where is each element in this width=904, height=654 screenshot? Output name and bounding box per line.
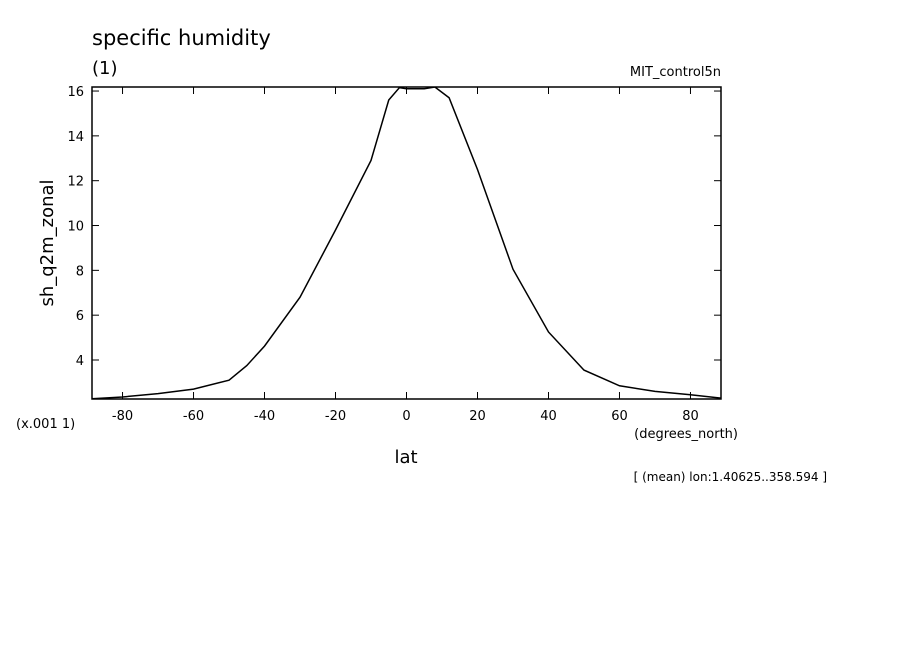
x-tick-label: 0 <box>402 409 410 424</box>
y-tick-label: 6 <box>76 309 84 324</box>
y-tick-label: 14 <box>67 130 84 145</box>
data-line <box>92 87 721 399</box>
x-tick-label: 20 <box>469 409 486 424</box>
x-units: (degrees_north) <box>634 427 738 442</box>
y-tick-label: 8 <box>76 264 84 279</box>
x-tick-label: -60 <box>183 409 204 424</box>
y-tick-label: 16 <box>67 85 84 100</box>
x-axis-label: lat <box>394 447 417 468</box>
y-tick-label: 4 <box>76 354 84 369</box>
x-tick-label: -40 <box>254 409 275 424</box>
y-tick-label: 12 <box>67 175 84 190</box>
subtitle: (1) <box>92 58 118 79</box>
x-tick-label: 80 <box>682 409 699 424</box>
x-tick-label: -80 <box>112 409 133 424</box>
y-units: (x.001 1) <box>16 417 75 432</box>
y-axis-label: sh_q2m_zonal <box>37 179 58 306</box>
annotation: [ (mean) lon:1.40625..358.594 ] <box>634 470 827 484</box>
x-tick-label: -20 <box>325 409 346 424</box>
x-tick-label: 60 <box>611 409 628 424</box>
x-tick-label: 40 <box>540 409 557 424</box>
dataset-label: MIT_control5n <box>630 65 721 80</box>
chart-title: specific humidity <box>92 26 271 50</box>
y-tick-label: 10 <box>67 220 84 235</box>
